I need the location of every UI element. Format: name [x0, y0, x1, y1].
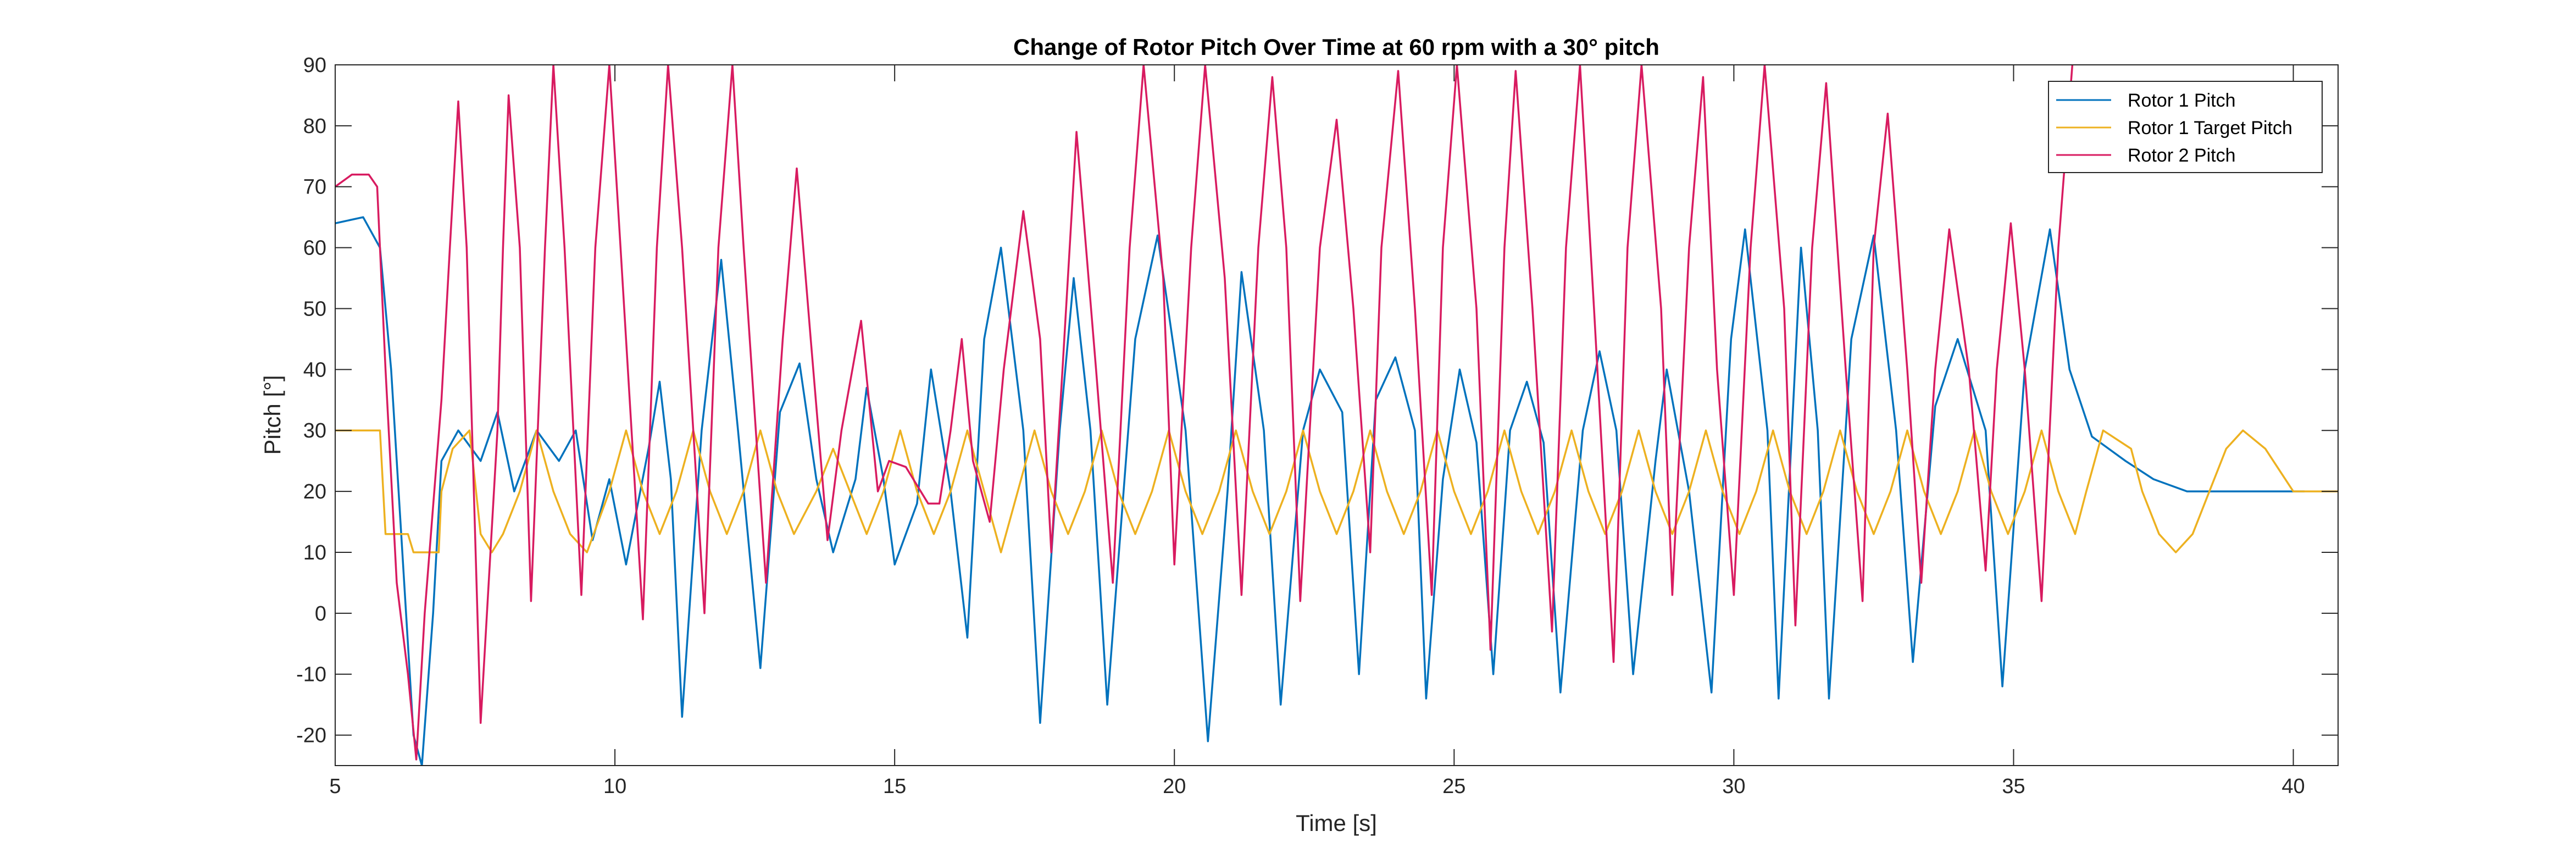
y-tick-label: 90 — [303, 54, 326, 77]
x-tick-label: 5 — [329, 775, 341, 798]
chart-title: Change of Rotor Pitch Over Time at 60 rp… — [1013, 34, 1659, 60]
x-axis-label: Time [s] — [1296, 810, 1377, 836]
series-line-rotor-1-pitch — [335, 216, 2305, 766]
y-tick-label: 0 — [315, 602, 326, 625]
y-tick-label: 80 — [303, 115, 326, 138]
y-tick-label: 70 — [303, 176, 326, 199]
series-line-rotor-1-target-pitch — [335, 429, 2338, 553]
legend-label-rotor-1-pitch: Rotor 1 Pitch — [2128, 90, 2236, 111]
y-tick-label: 40 — [303, 358, 326, 381]
y-tick-label: 20 — [303, 480, 326, 503]
y-tick-label: 50 — [303, 297, 326, 320]
x-tick-label: 10 — [603, 775, 626, 798]
plot-frame — [335, 64, 2339, 766]
y-tick-label: 30 — [303, 419, 326, 442]
series-line-rotor-2-pitch — [335, 65, 2074, 761]
legend: Rotor 1 Pitch Rotor 1 Target Pitch Rotor… — [2048, 81, 2323, 173]
x-tick-label: 20 — [1163, 775, 1186, 798]
x-tick-label: 35 — [2002, 775, 2025, 798]
series-layer — [335, 65, 2338, 766]
legend-label-rotor-1-target-pitch: Rotor 1 Target Pitch — [2128, 118, 2292, 138]
x-tick-label: 15 — [883, 775, 906, 798]
y-tick-label: -20 — [296, 724, 326, 747]
y-tick-label: -10 — [296, 663, 326, 686]
x-tick-label: 30 — [1722, 775, 1745, 798]
y-tick-label: 10 — [303, 541, 326, 564]
legend-label-rotor-2-pitch: Rotor 2 Pitch — [2128, 145, 2236, 166]
plot-area — [335, 65, 2338, 766]
y-tick-label: 60 — [303, 237, 326, 260]
x-tick-label: 40 — [2281, 775, 2305, 798]
tick-layer: 5 10 15 20 25 30 35 40 -20 -10 0 10 20 30 40 50 60 70 80 90 — [296, 54, 2338, 798]
y-axis-label: Pitch [°] — [259, 375, 285, 455]
x-tick-label: 25 — [1442, 775, 1465, 798]
